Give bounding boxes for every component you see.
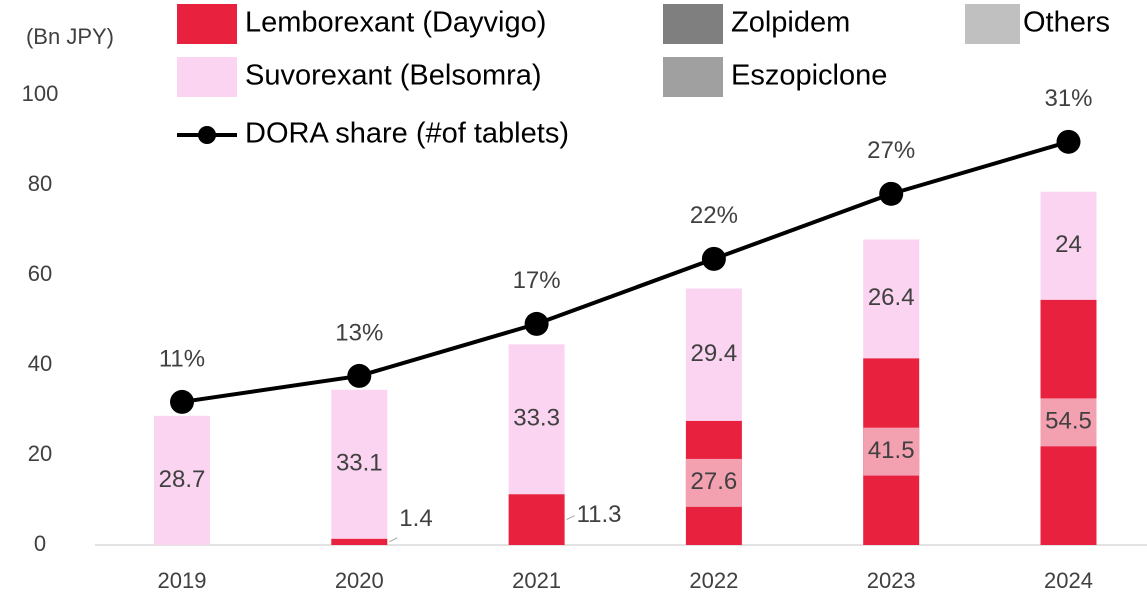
bar-segment <box>863 239 920 359</box>
bar-segment <box>508 344 565 495</box>
leader-line <box>389 537 398 543</box>
data-label: 28.7 <box>159 466 206 493</box>
data-label: 27.6 <box>691 468 738 495</box>
legend-label: Lemborexant (Dayvigo) <box>245 7 546 39</box>
line-marker <box>879 181 904 206</box>
y-axis-label: (Bn JPY) <box>26 24 114 49</box>
legend-label: Suvorexant (Belsomra) <box>245 60 542 92</box>
data-label: 24 <box>1055 231 1082 258</box>
line <box>181 139 1070 404</box>
legend-label: Eszopiclone <box>731 60 887 92</box>
x-tick-label: 2023 <box>867 568 916 593</box>
y-tick-label: 0 <box>34 531 46 556</box>
data-label: 27% <box>867 137 915 164</box>
legend-label: Others <box>1023 7 1110 39</box>
legend-swatch <box>177 4 237 44</box>
y-tick-label: 100 <box>22 81 59 106</box>
bar-segment <box>685 288 742 421</box>
legend-swatch <box>663 57 723 97</box>
line-marker <box>170 389 194 414</box>
data-label: 13% <box>335 319 383 346</box>
y-tick-label: 40 <box>28 351 52 376</box>
legend-swatch <box>965 4 1020 44</box>
bar-segment <box>331 538 388 545</box>
data-label: 33.1 <box>336 450 383 477</box>
legend-label: DORA share (#of tablets) <box>245 118 569 150</box>
data-label: 11.3 <box>577 501 622 528</box>
bar-segment <box>1040 191 1097 300</box>
label-background <box>863 427 920 476</box>
data-label: 26.4 <box>868 284 915 311</box>
data-label: 54.5 <box>1045 408 1092 435</box>
leader-line <box>566 515 575 521</box>
label-background <box>685 458 742 507</box>
bar-segment <box>331 389 388 539</box>
data-label: 22% <box>690 202 738 229</box>
legend-swatch <box>663 4 723 44</box>
data-label: 29.4 <box>691 340 738 367</box>
bar-segment <box>508 494 565 545</box>
legend-swatch <box>177 57 237 97</box>
x-tick-label: 2021 <box>512 568 561 593</box>
x-tick-label: 2022 <box>689 568 738 593</box>
data-label: 1.4 <box>399 505 432 532</box>
x-tick-label: 2020 <box>335 568 384 593</box>
data-label: 11% <box>159 345 205 372</box>
data-label: 33.3 <box>513 405 560 432</box>
bar-segment <box>154 415 210 545</box>
y-tick-label: 60 <box>28 261 52 286</box>
legend-label: Zolpidem <box>731 7 850 39</box>
y-tick-label: 20 <box>28 441 52 466</box>
data-label: 41.5 <box>868 437 915 464</box>
line-marker <box>701 246 726 271</box>
x-tick-label: 2024 <box>1044 568 1093 593</box>
line-marker <box>347 363 372 388</box>
data-label: 31% <box>1044 85 1092 112</box>
data-label: 17% <box>513 267 561 294</box>
y-tick-label: 80 <box>28 171 52 196</box>
line-marker <box>1056 129 1081 154</box>
label-background <box>1040 398 1097 447</box>
line-marker <box>524 311 549 336</box>
x-tick-label: 2019 <box>158 568 207 593</box>
legend-marker <box>198 126 216 144</box>
